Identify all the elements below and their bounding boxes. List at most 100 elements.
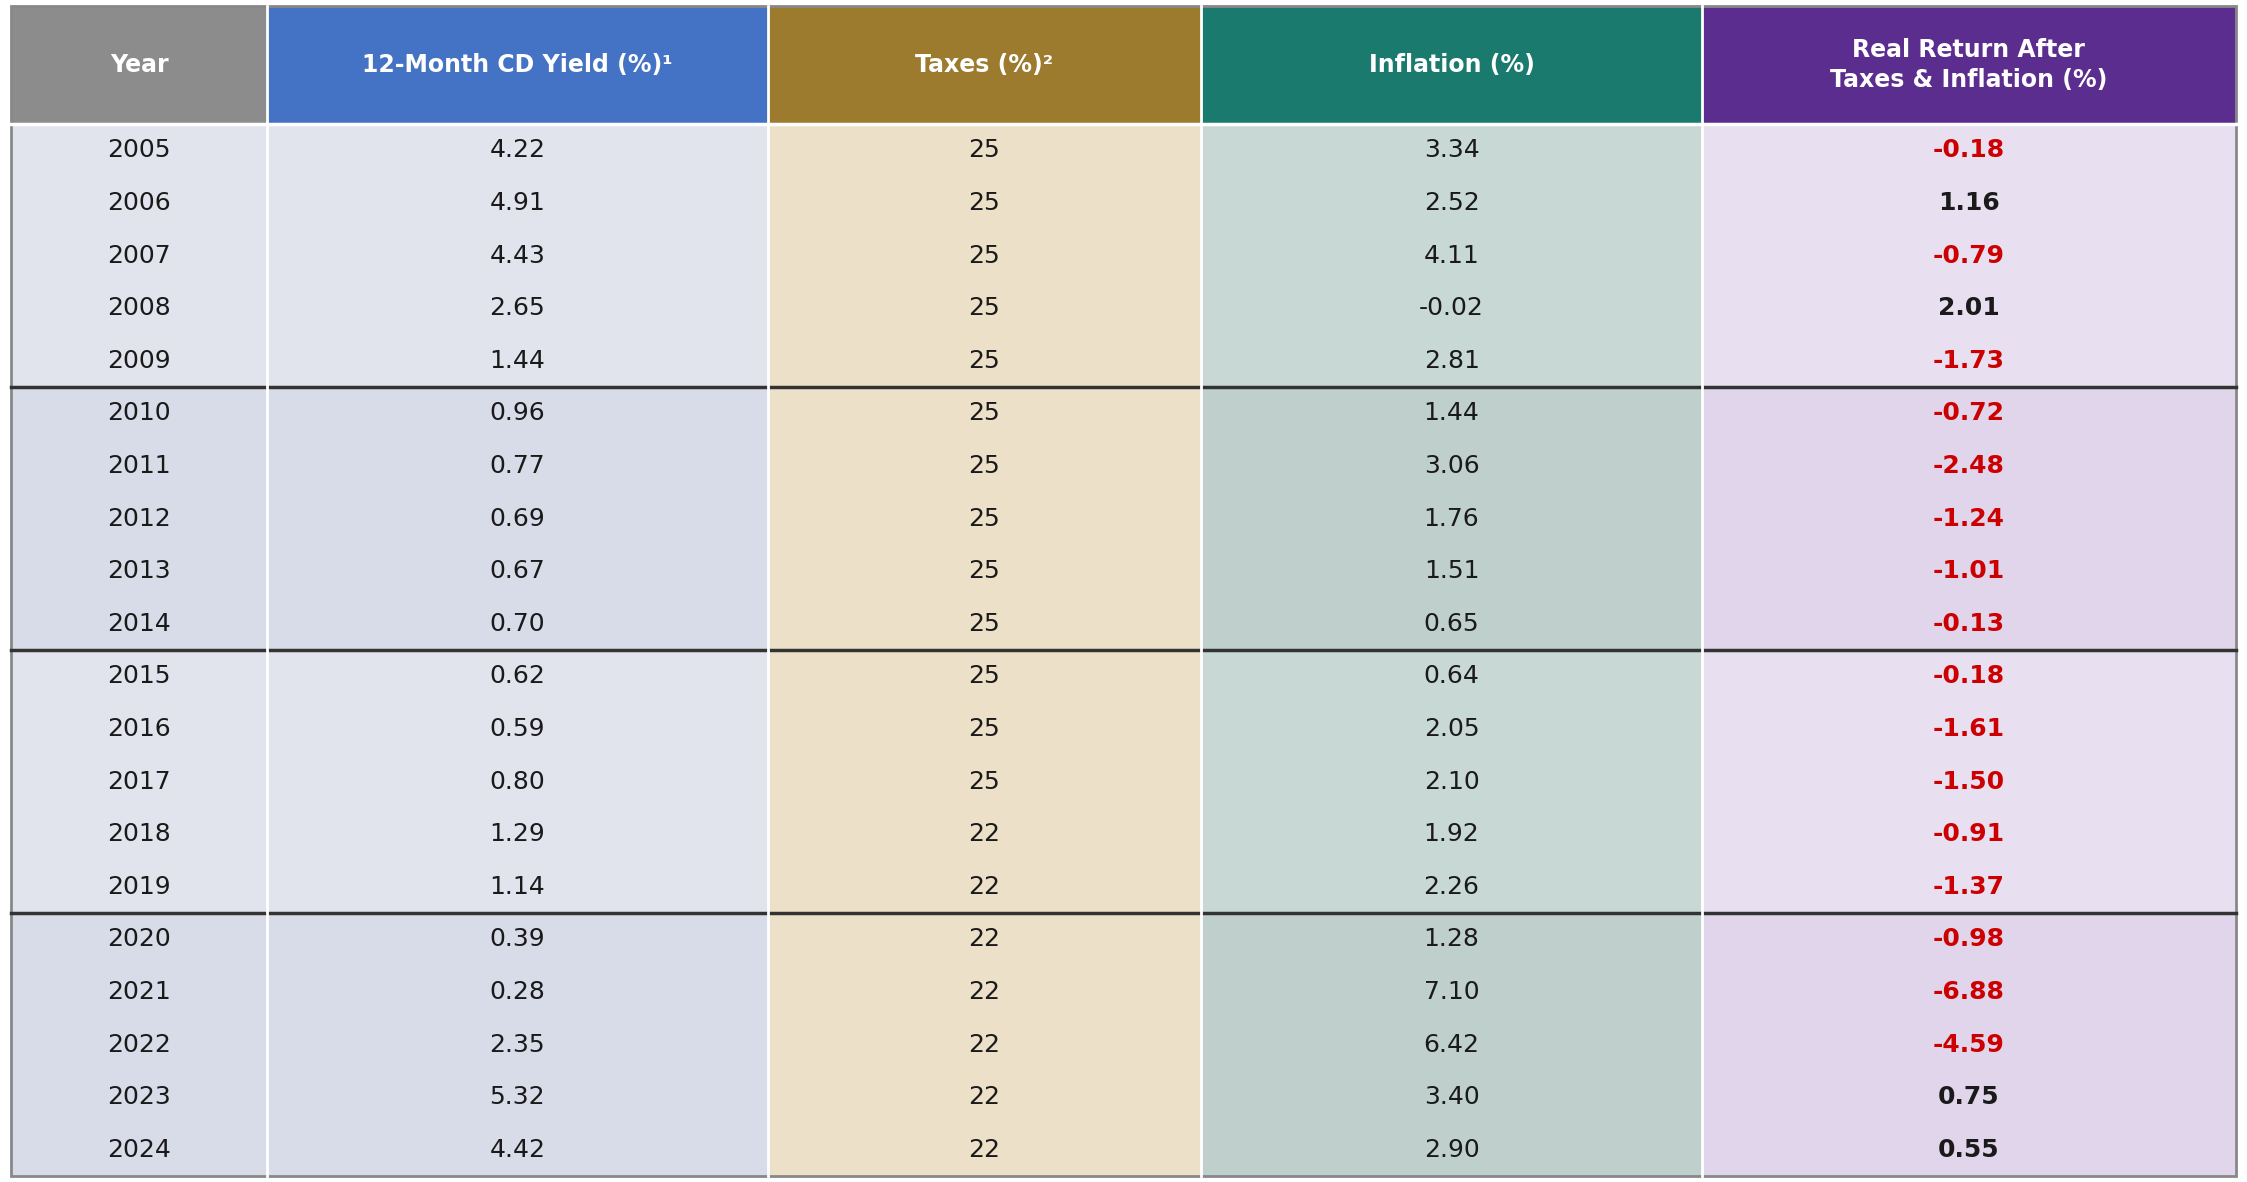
Text: 2016: 2016	[108, 717, 171, 741]
Bar	[768, 177, 1202, 229]
Text: 4.22: 4.22	[490, 138, 546, 162]
Bar	[1701, 1018, 2236, 1071]
Bar	[267, 598, 768, 650]
Text: 3.06: 3.06	[1425, 454, 1479, 478]
Bar	[267, 913, 768, 966]
Text: 2020: 2020	[108, 928, 171, 952]
Bar	[1202, 440, 1701, 492]
Text: 2014: 2014	[108, 612, 171, 636]
Bar	[1202, 388, 1701, 440]
Bar	[267, 1123, 768, 1176]
Bar	[1202, 860, 1701, 913]
Text: 2019: 2019	[108, 875, 171, 898]
Text: 2021: 2021	[108, 980, 171, 1004]
Text: 1.76: 1.76	[1425, 507, 1479, 531]
Bar	[267, 545, 768, 598]
Bar	[1701, 1123, 2236, 1176]
Text: 22: 22	[968, 1085, 1000, 1109]
Text: 2011: 2011	[108, 454, 171, 478]
Bar	[1701, 492, 2236, 545]
Text: -1.50: -1.50	[1932, 769, 2004, 793]
Text: -1.24: -1.24	[1932, 507, 2004, 531]
Bar	[11, 281, 267, 335]
Bar	[11, 6, 267, 124]
Text: -1.01: -1.01	[1932, 559, 2004, 583]
Bar	[1202, 598, 1701, 650]
Bar	[1202, 702, 1701, 755]
Bar	[267, 281, 768, 335]
Text: 4.91: 4.91	[490, 191, 546, 215]
Bar	[768, 755, 1202, 808]
Bar	[1202, 650, 1701, 702]
Bar	[1701, 6, 2236, 124]
Bar	[267, 440, 768, 492]
Bar	[768, 860, 1202, 913]
Text: 1.44: 1.44	[1425, 402, 1479, 426]
Text: 1.44: 1.44	[490, 349, 546, 372]
Bar	[1202, 755, 1701, 808]
Text: 12-Month CD Yield (%)¹: 12-Month CD Yield (%)¹	[362, 53, 672, 77]
Text: -0.79: -0.79	[1932, 243, 2004, 267]
Bar	[1701, 913, 2236, 966]
Bar	[267, 808, 768, 860]
Bar	[267, 1071, 768, 1123]
Text: -4.59: -4.59	[1932, 1033, 2004, 1057]
Text: 0.69: 0.69	[490, 507, 546, 531]
Text: 2012: 2012	[108, 507, 171, 531]
Bar	[768, 808, 1202, 860]
Bar	[768, 1123, 1202, 1176]
Text: Inflation (%): Inflation (%)	[1368, 53, 1535, 77]
Bar	[11, 335, 267, 387]
Bar	[768, 545, 1202, 598]
Text: 2.01: 2.01	[1937, 297, 2000, 320]
Bar	[267, 650, 768, 702]
Bar	[1701, 755, 2236, 808]
Text: 0.67: 0.67	[490, 559, 546, 583]
Bar	[11, 229, 267, 281]
Bar	[1701, 966, 2236, 1018]
Text: 22: 22	[968, 928, 1000, 952]
Bar	[11, 1018, 267, 1071]
Text: 25: 25	[968, 138, 1000, 162]
Bar	[1202, 492, 1701, 545]
Text: 5.32: 5.32	[490, 1085, 546, 1109]
Text: -0.13: -0.13	[1932, 612, 2004, 636]
Text: -0.72: -0.72	[1932, 402, 2004, 426]
Text: 0.96: 0.96	[490, 402, 546, 426]
Bar	[1701, 388, 2236, 440]
Bar	[768, 6, 1202, 124]
Text: Taxes (%)²: Taxes (%)²	[915, 53, 1054, 77]
Text: 25: 25	[968, 612, 1000, 636]
Text: 0.64: 0.64	[1425, 664, 1479, 688]
Bar	[1701, 124, 2236, 176]
Bar	[11, 808, 267, 860]
Text: -0.98: -0.98	[1932, 928, 2004, 952]
Bar	[11, 1123, 267, 1176]
Bar	[1701, 702, 2236, 755]
Text: 1.14: 1.14	[490, 875, 546, 898]
Text: -2.48: -2.48	[1932, 454, 2004, 478]
Text: -6.88: -6.88	[1932, 980, 2004, 1004]
Text: 2009: 2009	[108, 349, 171, 372]
Text: 2006: 2006	[108, 191, 171, 215]
Bar	[11, 492, 267, 545]
Bar	[768, 335, 1202, 387]
Text: 25: 25	[968, 507, 1000, 531]
Bar	[267, 388, 768, 440]
Text: 0.77: 0.77	[490, 454, 546, 478]
Bar	[267, 177, 768, 229]
Bar	[1701, 545, 2236, 598]
Bar	[11, 440, 267, 492]
Text: 2.10: 2.10	[1425, 769, 1479, 793]
Text: 0.62: 0.62	[490, 664, 546, 688]
Text: 4.43: 4.43	[490, 243, 546, 267]
Bar	[11, 913, 267, 966]
Text: 25: 25	[968, 559, 1000, 583]
Bar	[267, 335, 768, 387]
Text: 22: 22	[968, 980, 1000, 1004]
Text: 4.11: 4.11	[1425, 243, 1479, 267]
Text: 22: 22	[968, 1033, 1000, 1057]
Bar	[11, 545, 267, 598]
Text: 0.59: 0.59	[490, 717, 546, 741]
Bar	[267, 702, 768, 755]
